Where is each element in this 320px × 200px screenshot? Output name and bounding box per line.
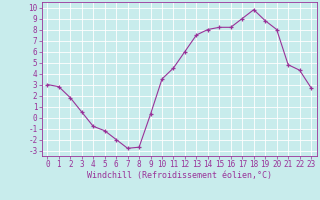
X-axis label: Windchill (Refroidissement éolien,°C): Windchill (Refroidissement éolien,°C)	[87, 171, 272, 180]
